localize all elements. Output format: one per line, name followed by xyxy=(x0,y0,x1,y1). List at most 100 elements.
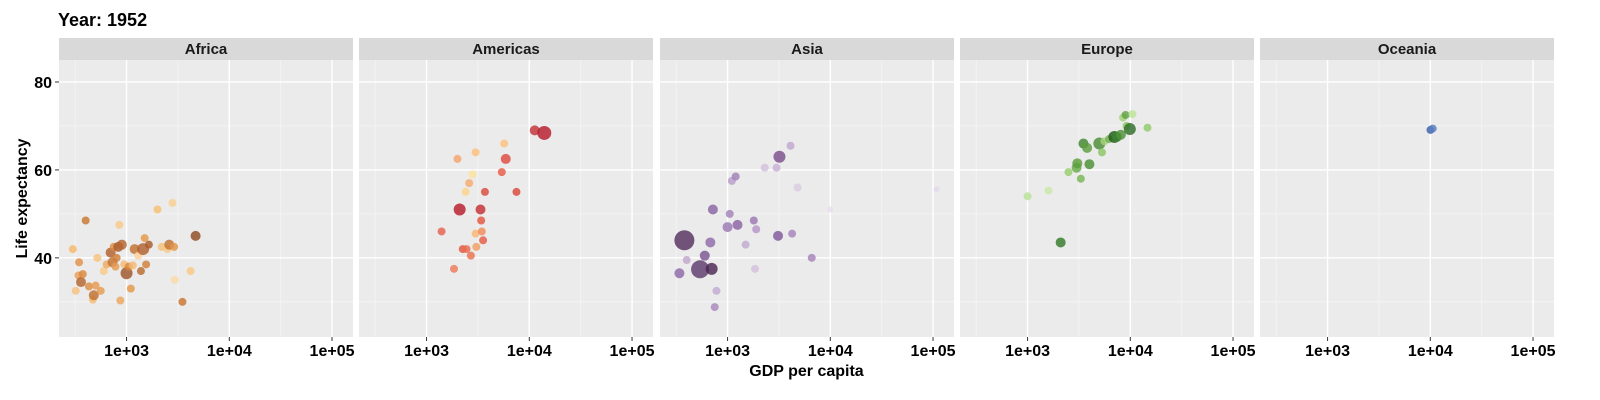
x-tick-label: 1e+05 xyxy=(911,343,956,360)
data-point-africa xyxy=(144,240,153,249)
data-point-asia xyxy=(732,219,743,230)
data-point-americas xyxy=(529,125,540,136)
panel-background-oceania xyxy=(1260,60,1554,337)
panel-background-europe xyxy=(960,60,1254,337)
x-tick-label: 1e+03 xyxy=(1005,343,1050,360)
x-tick-label: 1e+03 xyxy=(404,343,449,360)
data-point-asia xyxy=(731,172,740,181)
data-point-asia xyxy=(674,230,695,251)
data-point-americas xyxy=(468,170,477,179)
data-point-asia xyxy=(699,250,710,261)
facet-label-europe: Europe xyxy=(1081,41,1133,58)
data-point-africa xyxy=(96,286,105,295)
data-point-asia xyxy=(705,262,718,275)
data-point-europe xyxy=(1076,174,1085,183)
x-tick-label: 1e+04 xyxy=(808,343,853,360)
data-point-americas xyxy=(466,251,475,260)
x-tick-label: 1e+03 xyxy=(705,343,750,360)
data-point-asia xyxy=(933,186,940,193)
data-point-europe xyxy=(1064,168,1073,177)
x-axis-title: GDP per capita xyxy=(749,363,864,380)
data-point-americas xyxy=(453,154,462,163)
data-point-americas xyxy=(462,245,471,254)
data-point-africa xyxy=(126,284,135,293)
data-point-africa xyxy=(136,267,145,276)
data-point-asia xyxy=(722,222,733,233)
data-point-americas xyxy=(537,125,552,140)
data-point-africa xyxy=(153,205,162,214)
x-tick-label: 1e+05 xyxy=(310,343,355,360)
data-point-africa xyxy=(116,239,127,250)
data-point-africa xyxy=(111,262,120,271)
data-point-asia xyxy=(751,264,760,273)
data-point-africa xyxy=(99,267,108,276)
data-point-europe xyxy=(1082,142,1093,153)
x-tick-label: 1e+03 xyxy=(104,343,149,360)
data-point-africa xyxy=(71,286,80,295)
data-point-africa xyxy=(170,242,179,251)
data-point-asia xyxy=(705,237,716,248)
chart-title: Year: 1952 xyxy=(58,10,148,30)
data-point-africa xyxy=(128,261,137,270)
data-point-africa xyxy=(91,281,100,290)
data-point-africa xyxy=(75,277,86,288)
data-point-asia xyxy=(725,209,734,218)
data-point-asia xyxy=(807,253,816,262)
data-point-americas xyxy=(437,227,446,236)
data-point-asia xyxy=(786,141,795,150)
y-tick-label: 80 xyxy=(34,75,52,92)
y-tick-label: 40 xyxy=(34,251,52,268)
x-tick-label: 1e+03 xyxy=(1305,343,1350,360)
data-point-americas xyxy=(475,204,486,215)
data-point-americas xyxy=(471,148,480,157)
data-point-europe xyxy=(1115,129,1126,140)
x-tick-label: 1e+04 xyxy=(507,343,552,360)
data-point-europe xyxy=(1097,148,1106,157)
data-point-americas xyxy=(465,179,474,188)
data-point-africa xyxy=(168,198,177,207)
data-point-europe xyxy=(1128,110,1137,119)
data-point-asia xyxy=(674,268,685,279)
data-point-africa xyxy=(112,253,121,262)
data-point-asia xyxy=(741,240,750,249)
data-point-americas xyxy=(512,187,521,196)
data-point-americas xyxy=(479,236,488,245)
data-point-europe xyxy=(1121,110,1130,119)
x-tick-label: 1e+04 xyxy=(1108,343,1153,360)
data-point-asia xyxy=(682,256,691,265)
data-point-asia xyxy=(760,163,769,172)
data-point-oceania xyxy=(1428,124,1437,133)
data-point-africa xyxy=(115,220,124,229)
data-point-africa xyxy=(129,244,140,255)
data-point-asia xyxy=(752,225,761,234)
data-point-americas xyxy=(477,227,486,236)
data-point-asia xyxy=(772,163,781,172)
data-point-americas xyxy=(500,153,511,164)
x-tick-label: 1e+04 xyxy=(207,343,252,360)
data-point-africa xyxy=(142,260,151,269)
data-point-africa xyxy=(116,296,125,305)
facet-label-americas: Americas xyxy=(472,41,540,58)
data-point-americas xyxy=(453,203,466,216)
data-point-africa xyxy=(78,270,87,279)
data-point-europe xyxy=(1143,123,1152,132)
data-point-asia xyxy=(710,303,719,312)
data-point-americas xyxy=(472,242,481,251)
data-point-asia xyxy=(749,216,758,225)
data-point-africa xyxy=(186,267,195,276)
data-point-asia xyxy=(788,229,797,238)
data-point-africa xyxy=(81,216,90,225)
data-point-asia xyxy=(707,204,718,215)
data-point-europe xyxy=(1123,123,1136,136)
data-point-asia xyxy=(773,230,784,241)
data-point-africa xyxy=(190,230,201,241)
data-point-europe xyxy=(1072,158,1083,169)
panel-background-americas xyxy=(359,60,653,337)
data-point-asia xyxy=(793,183,802,192)
data-point-africa xyxy=(84,282,93,291)
data-point-africa xyxy=(178,297,187,306)
facet-strip-europe xyxy=(960,38,1254,60)
x-tick-label: 1e+05 xyxy=(1211,343,1256,360)
